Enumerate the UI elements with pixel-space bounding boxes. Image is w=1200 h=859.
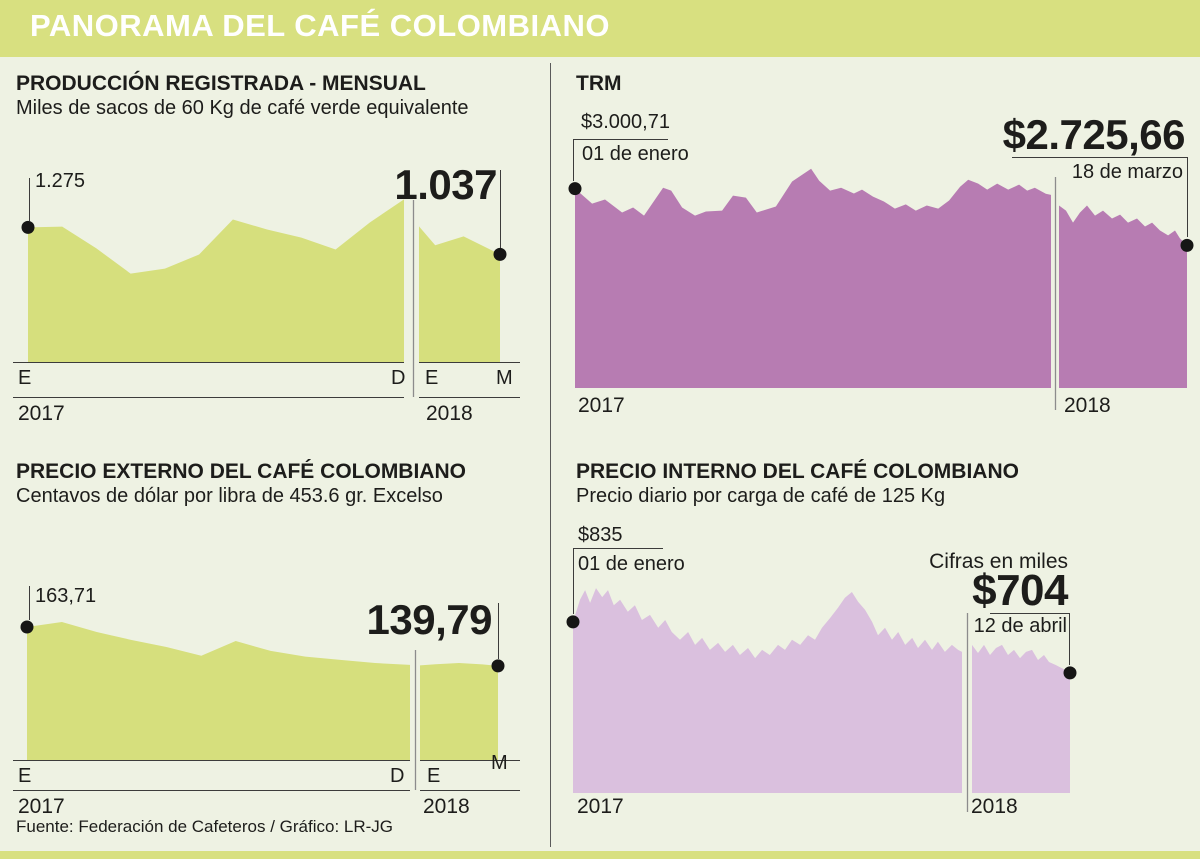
interno-title: PRECIO INTERNO DEL CAFÉ COLOMBIANO	[576, 460, 1019, 483]
produccion-year-2018: 2018	[426, 402, 473, 425]
bottom-strip	[0, 851, 1200, 859]
produccion-start-value: 1.275	[35, 170, 86, 192]
produccion-start-dot	[21, 220, 35, 234]
trm-area-2017	[575, 168, 1051, 388]
externo-end-value: 139,79	[366, 596, 493, 643]
trm-end-dot	[1180, 238, 1194, 252]
interno-note: Cifras en miles	[929, 550, 1068, 573]
produccion-end-value: 1.037	[394, 161, 497, 208]
precio_interno-area-2017	[573, 588, 962, 793]
interno-subtitle: Precio diario por carga de café de 125 K…	[576, 485, 946, 507]
title-banner	[0, 0, 1200, 57]
externo-month-e-2018: E	[427, 765, 441, 787]
interno-year-2018: 2018	[971, 795, 1018, 818]
trm-start-value: $3.000,71	[581, 111, 670, 133]
trm-year-2018: 2018	[1064, 394, 1111, 417]
trm-start-dot	[568, 182, 582, 196]
interno-start-value: $835	[578, 524, 623, 546]
externo-month-m-2018: M	[491, 752, 508, 774]
source-credit: Fuente: Federación de Cafeteros / Gráfic…	[16, 817, 394, 836]
produccion-year-2017: 2017	[18, 402, 65, 425]
externo-title: PRECIO EXTERNO DEL CAFÉ COLOMBIANO	[16, 460, 466, 483]
produccion-area-2017	[28, 199, 404, 362]
trm-area-2018	[1059, 205, 1187, 388]
externo-month-e-2017: E	[18, 765, 32, 787]
trm-end-date: 18 de marzo	[1071, 161, 1183, 183]
produccion-month-e-2018: E	[425, 367, 439, 389]
externo-month-d-2017: D	[390, 765, 405, 787]
produccion-end-dot	[493, 247, 507, 261]
precio_externo-area-2018	[420, 663, 498, 760]
trm-title: TRM	[576, 72, 622, 95]
produccion-title: PRODUCCIÓN REGISTRADA - MENSUAL	[16, 72, 426, 95]
produccion-subtitle: Miles de sacos de 60 Kg de café verde eq…	[16, 97, 469, 119]
trm-end-value: $2.725,66	[1002, 111, 1186, 158]
trm-start-date: 01 de enero	[582, 143, 689, 165]
precio_externo-start-dot	[20, 620, 34, 634]
precio_interno-area-2018	[972, 644, 1070, 793]
interno-start-date: 01 de enero	[578, 553, 685, 575]
produccion-area-2018	[419, 226, 500, 362]
precio_externo-area-2017	[27, 622, 410, 760]
externo-year-2017: 2017	[18, 795, 65, 818]
produccion-month-e-2017: E	[18, 367, 32, 389]
precio_externo-end-dot	[491, 659, 505, 673]
produccion-month-m-2018: M	[496, 367, 513, 389]
interno-end-date: 12 de abril	[973, 615, 1067, 637]
precio_interno-end-dot	[1063, 666, 1077, 680]
page-title: PANORAMA DEL CAFÉ COLOMBIANO	[30, 8, 611, 43]
interno-end-value: $704	[972, 566, 1068, 615]
interno-year-2017: 2017	[577, 795, 624, 818]
externo-subtitle: Centavos de dólar por libra de 453.6 gr.…	[16, 485, 443, 507]
precio_interno-start-dot	[566, 615, 580, 629]
trm-year-2017: 2017	[578, 394, 625, 417]
externo-start-value: 163,71	[35, 585, 97, 607]
produccion-month-d-2017: D	[391, 367, 406, 389]
externo-year-2018: 2018	[423, 795, 470, 818]
